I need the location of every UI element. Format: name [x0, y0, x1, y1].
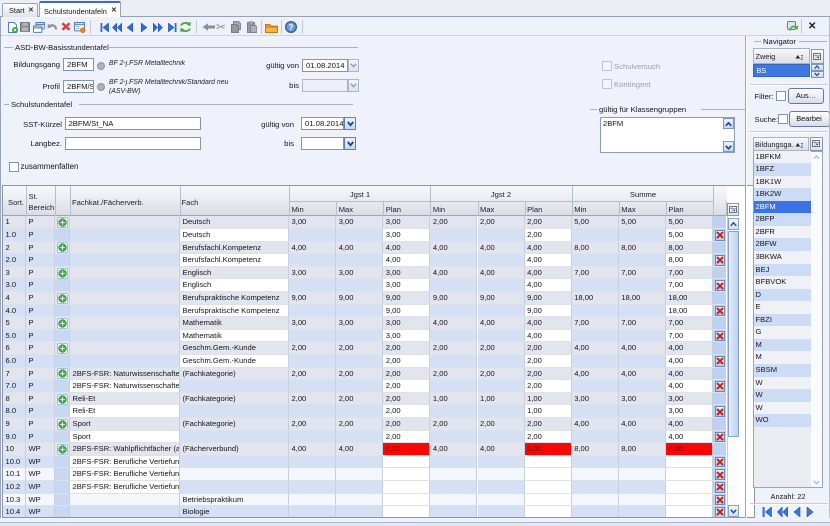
svg-text:2: 2	[800, 142, 803, 148]
svg-text:?: ?	[289, 23, 294, 32]
svg-text:2: 2	[800, 54, 803, 60]
